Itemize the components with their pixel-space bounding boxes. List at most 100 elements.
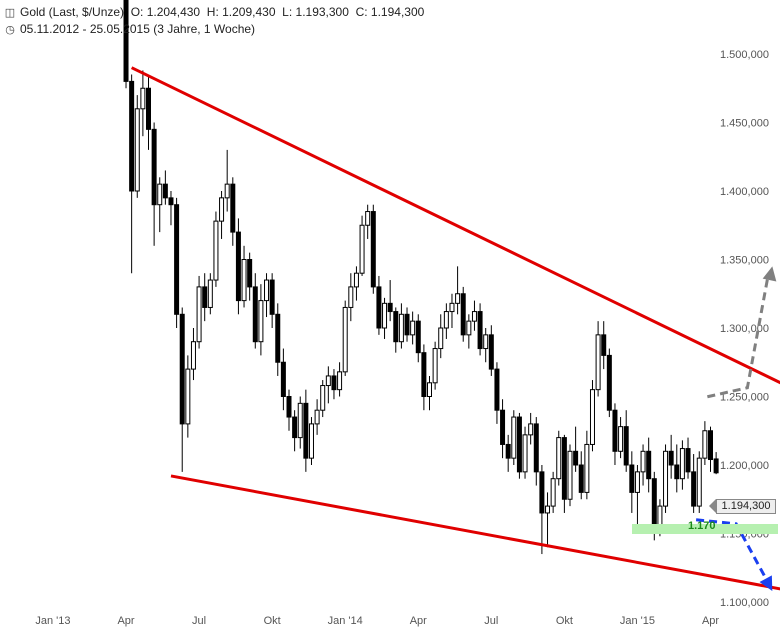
candle [286, 389, 292, 431]
y-tick-label: 1.200,000 [720, 460, 769, 472]
candle [382, 297, 388, 339]
candle-body [286, 396, 292, 418]
candle [702, 421, 708, 465]
candle [421, 344, 427, 411]
candle-body [370, 211, 376, 288]
candle-body [308, 423, 314, 459]
candle [663, 444, 669, 513]
open-value: O: 1.204,430 [130, 5, 201, 19]
candle-body [185, 368, 191, 425]
date-range: 05.11.2012 - 25.05.2015 (3 Jahre, 1 Woch… [20, 22, 256, 36]
candle [264, 273, 270, 318]
x-axis: Jan '13 Apr Jul Okt Jan '14 Apr Jul Okt Jan '15 A… [35, 615, 719, 627]
projection-arrows [695, 266, 777, 592]
candle [331, 369, 337, 400]
clock-icon: ◷ [5, 24, 15, 36]
candle-body [398, 313, 404, 343]
candle [415, 314, 421, 363]
projection-arrowhead [759, 575, 773, 592]
projection-arrowhead [762, 266, 777, 282]
candle [376, 275, 382, 335]
candle-body [601, 334, 607, 356]
candle [157, 177, 163, 233]
candle [230, 177, 236, 246]
candle-body [353, 272, 359, 288]
candle [545, 492, 551, 548]
candle [314, 399, 320, 435]
candle-body [179, 313, 185, 425]
candle-body [685, 448, 691, 473]
x-tick-label: Jan '13 [35, 615, 70, 627]
candle-body [612, 409, 618, 452]
candle-body [196, 286, 202, 343]
candle-body [691, 471, 697, 507]
candle-body [713, 458, 719, 474]
candle [674, 444, 680, 493]
up-projection-arrow [707, 266, 777, 399]
candle-body [387, 302, 393, 313]
candle [646, 437, 652, 493]
candle-body [545, 505, 551, 514]
candle [325, 366, 331, 404]
candle-body [314, 409, 320, 425]
trendline [170, 474, 780, 591]
low-value: L: 1.193,300 [282, 5, 349, 19]
candle [460, 286, 466, 342]
candle [359, 215, 365, 276]
chart-header: ◫ Gold (Last, $/Unze) O: 1.204,430 H: 1.2… [4, 5, 425, 19]
candle-body [646, 450, 652, 480]
x-tick-label: Apr [117, 615, 134, 627]
candle-body [134, 108, 140, 192]
candle [567, 444, 573, 507]
candle-body [488, 334, 494, 370]
candle [393, 307, 399, 353]
candle [455, 266, 461, 315]
candle-body [168, 197, 174, 206]
date-range-row: ◷ 05.11.2012 - 25.05.2015 (3 Jahre, 1 Woc… [4, 22, 255, 36]
candle-body [511, 416, 517, 459]
candle-body [539, 471, 545, 514]
candle [528, 412, 534, 445]
candle-body [567, 450, 573, 500]
candle [168, 191, 174, 226]
candle-body [320, 385, 326, 411]
candle [477, 303, 483, 356]
candle-body [606, 354, 612, 411]
candle [320, 380, 326, 418]
candle [561, 434, 567, 513]
candle [275, 303, 281, 376]
candle-body [151, 128, 157, 206]
candle-body [280, 361, 286, 397]
candle [365, 204, 371, 239]
candle [224, 149, 230, 212]
y-tick-label: 1.350,000 [720, 255, 769, 267]
candle-body [393, 311, 399, 343]
candle-body [651, 478, 657, 528]
candle [370, 204, 376, 294]
candle [533, 417, 539, 486]
candle [595, 321, 601, 397]
candles [123, 0, 719, 555]
candle-body [207, 279, 213, 308]
candle-body [292, 416, 298, 439]
candle [280, 348, 286, 411]
candle [494, 362, 500, 424]
candle-body [269, 279, 275, 315]
instrument-title: Gold (Last, $/Unze) [20, 5, 125, 19]
candle-body [500, 409, 506, 445]
candle-body [348, 286, 354, 308]
candle-body [629, 464, 635, 493]
candle [500, 399, 506, 459]
candle-body [258, 300, 264, 343]
candle [297, 396, 303, 449]
x-tick-label: Apr [410, 615, 427, 627]
candle [483, 328, 489, 363]
x-tick-label: Jul [484, 615, 498, 627]
candle [140, 70, 146, 137]
candle-body [584, 443, 590, 493]
candle-body [550, 478, 556, 507]
candle [668, 434, 674, 479]
candle-body [275, 313, 281, 363]
candle-body [589, 389, 595, 445]
